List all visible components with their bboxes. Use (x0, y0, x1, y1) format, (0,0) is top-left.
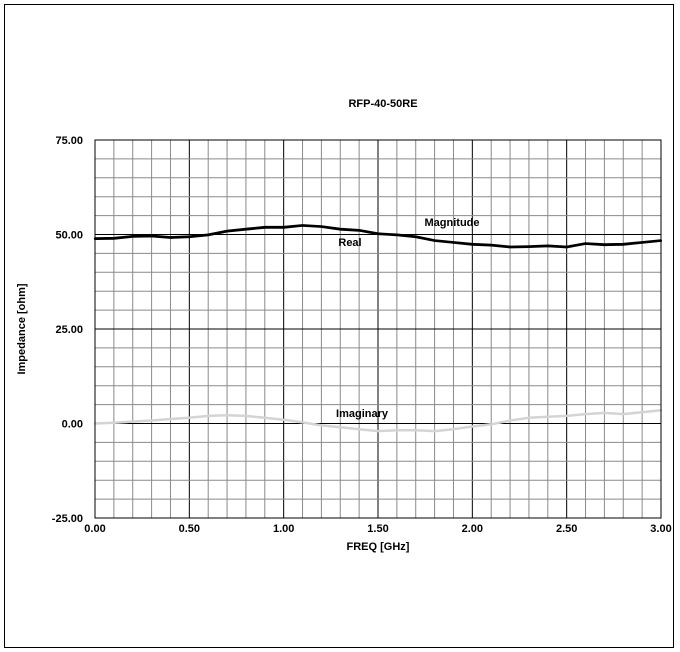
plot-border (94, 139, 662, 519)
annotation-magnitude: Magnitude (425, 217, 480, 229)
x-tick-label: 2.00 (462, 523, 483, 535)
series-line-imaginary (93, 409, 663, 433)
x-tick-label: 0.00 (84, 523, 105, 535)
x-tick-label: 3.00 (650, 523, 671, 535)
chart-title: RFP-40-50RE (348, 98, 417, 110)
series-line-real (94, 224, 662, 249)
annotation-imaginary: Imaginary (336, 408, 389, 420)
y-tick-label: 25.00 (55, 324, 83, 336)
grid (95, 140, 661, 518)
x-tick-label: 1.00 (273, 523, 294, 535)
series-lines (93, 224, 663, 433)
y-tick-label: 75.00 (55, 135, 83, 147)
chart-frame (4, 4, 674, 648)
tick-labels: 0.00 0.50 1.00 1.50 2.00 2.50 3.00 75.00 50.00 25… (52, 135, 672, 535)
y-tick-label: 50.00 (55, 230, 83, 242)
y-tick-label: -25.00 (52, 513, 83, 525)
x-tick-label: 2.50 (556, 523, 577, 535)
x-axis-label: FREQ [GHz] (347, 541, 410, 553)
annotation-real: Real (338, 237, 361, 249)
y-tick-label: 0.00 (62, 419, 83, 431)
y-axis-label: Impedance [ohm] (16, 283, 28, 374)
x-tick-label: 0.50 (179, 523, 200, 535)
x-tick-label: 1.50 (367, 523, 388, 535)
